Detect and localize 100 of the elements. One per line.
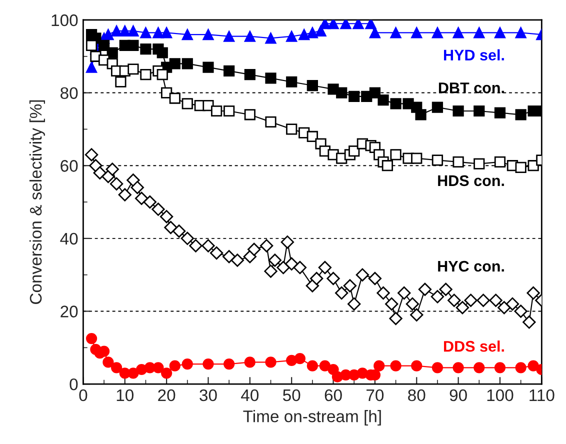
point [352, 20, 364, 30]
point [515, 109, 526, 120]
point [244, 356, 256, 368]
point [202, 358, 214, 370]
x-tick-label: 80 [408, 389, 426, 402]
point [439, 282, 452, 296]
point [160, 210, 174, 224]
point [182, 358, 193, 370]
y-tick-label: 80 [60, 87, 78, 99]
point [506, 297, 520, 311]
point [489, 294, 502, 307]
point [365, 20, 376, 30]
point [306, 360, 318, 372]
point [106, 162, 119, 176]
point [247, 242, 261, 256]
point [369, 87, 381, 98]
point [389, 312, 402, 326]
point [86, 40, 98, 52]
point [152, 27, 164, 38]
point [180, 232, 194, 246]
point [411, 152, 422, 164]
point [169, 92, 180, 104]
point [230, 254, 244, 267]
point [526, 286, 540, 300]
point [102, 170, 115, 184]
y-tick-label: 0 [70, 378, 78, 390]
point [306, 27, 318, 38]
point [286, 124, 298, 135]
point [143, 195, 156, 209]
point [134, 192, 148, 205]
point [128, 64, 139, 75]
point [140, 44, 152, 55]
point [130, 180, 144, 194]
point [265, 32, 276, 44]
point [172, 224, 186, 238]
point [106, 47, 118, 58]
point [411, 360, 422, 372]
point [336, 87, 348, 98]
point [202, 62, 214, 73]
x-axis-title: Time on-stream [h] [243, 410, 381, 426]
point [452, 156, 464, 168]
point [452, 27, 464, 38]
point [528, 360, 539, 372]
x-tick-label: 50 [282, 389, 300, 402]
point [84, 148, 98, 162]
point [418, 282, 432, 296]
point [494, 156, 506, 168]
x-tick-label: 20 [158, 389, 176, 402]
y-tick-label: 100 [52, 14, 78, 26]
point [374, 360, 385, 372]
point [244, 30, 256, 42]
point [474, 27, 485, 38]
point [348, 90, 360, 102]
point [390, 149, 402, 160]
point [244, 109, 256, 120]
point [224, 358, 235, 370]
point [390, 360, 402, 372]
point [128, 40, 139, 52]
point [119, 25, 130, 36]
point [514, 304, 528, 318]
point [98, 40, 110, 52]
point [164, 220, 178, 234]
point [182, 58, 193, 70]
point [348, 297, 361, 311]
point [356, 268, 370, 282]
point [222, 250, 236, 264]
point [264, 264, 278, 278]
point [411, 27, 422, 38]
point [161, 27, 172, 38]
point [494, 27, 506, 38]
point [152, 362, 164, 374]
point [285, 257, 298, 270]
point [432, 362, 444, 374]
series-label: HYD sel. [444, 49, 504, 60]
point [202, 28, 214, 40]
point [456, 301, 470, 314]
point [140, 69, 152, 80]
point [265, 356, 276, 368]
point [474, 158, 485, 170]
point [169, 58, 180, 70]
x-tick-label: 10 [116, 389, 134, 402]
point [182, 28, 193, 40]
point [86, 332, 98, 344]
point [280, 235, 294, 249]
x-tick-label: 30 [200, 389, 217, 402]
x-tick-label: 0 [79, 389, 88, 402]
y-tick-label: 40 [60, 232, 78, 245]
point [432, 27, 444, 38]
point [315, 25, 326, 36]
point [86, 62, 98, 73]
x-tick-label: 60 [324, 389, 342, 402]
series-label: DDS sel. [444, 340, 504, 352]
point [390, 98, 402, 110]
point [118, 188, 132, 202]
point [156, 47, 168, 58]
point [376, 286, 390, 300]
point [474, 105, 485, 117]
point [211, 105, 222, 117]
x-tick-label: 70 [366, 389, 384, 402]
point [260, 239, 274, 252]
